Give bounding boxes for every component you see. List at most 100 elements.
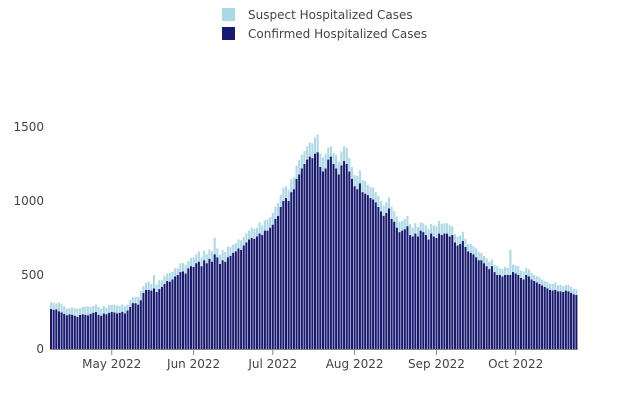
bar-confirmed[interactable] [395, 227, 398, 349]
bar-confirmed[interactable] [393, 221, 396, 349]
bar-suspect[interactable] [572, 289, 575, 295]
bar-suspect[interactable] [556, 285, 559, 292]
bar-confirmed[interactable] [319, 166, 322, 349]
bar-suspect[interactable] [200, 257, 203, 267]
bar-suspect[interactable] [535, 276, 538, 283]
bar-confirmed[interactable] [253, 238, 256, 349]
bar-suspect[interactable] [50, 302, 53, 310]
bar-confirmed[interactable] [409, 235, 412, 349]
bar-suspect[interactable] [306, 146, 309, 160]
bar-suspect[interactable] [475, 248, 478, 258]
bar-suspect[interactable] [232, 244, 235, 253]
bar-confirmed[interactable] [234, 251, 237, 349]
bar-confirmed[interactable] [184, 273, 187, 349]
bar-suspect[interactable] [411, 227, 414, 237]
bar-suspect[interactable] [118, 306, 121, 313]
bar-suspect[interactable] [541, 279, 544, 286]
bar-confirmed[interactable] [456, 245, 459, 349]
bar-confirmed[interactable] [255, 236, 258, 349]
bar-confirmed[interactable] [345, 164, 348, 349]
bar-suspect[interactable] [512, 264, 515, 273]
bar-suspect[interactable] [514, 265, 517, 274]
bar-suspect[interactable] [110, 304, 113, 312]
bar-confirmed[interactable] [142, 292, 145, 349]
bar-confirmed[interactable] [94, 312, 97, 349]
bar-confirmed[interactable] [292, 189, 295, 349]
bar-confirmed[interactable] [89, 313, 92, 349]
bar-confirmed[interactable] [496, 275, 499, 349]
bar-suspect[interactable] [350, 166, 354, 179]
bar-suspect[interactable] [562, 286, 565, 293]
bar-confirmed[interactable] [311, 158, 314, 349]
bar-confirmed[interactable] [213, 254, 216, 349]
bar-confirmed[interactable] [174, 276, 177, 349]
bar-confirmed[interactable] [316, 152, 319, 349]
bar-suspect[interactable] [187, 260, 190, 269]
bar-suspect[interactable] [488, 261, 491, 270]
bar-suspect[interactable] [517, 266, 520, 275]
bar-confirmed[interactable] [440, 235, 443, 349]
bar-suspect[interactable] [248, 230, 251, 240]
bar-confirmed[interactable] [467, 251, 470, 349]
bar-suspect[interactable] [332, 152, 335, 164]
bar-suspect[interactable] [105, 307, 108, 315]
bar-confirmed[interactable] [517, 275, 520, 349]
bar-suspect[interactable] [208, 249, 211, 259]
bar-suspect[interactable] [287, 189, 290, 201]
bar-confirmed[interactable] [284, 198, 288, 349]
bar-suspect[interactable] [490, 259, 493, 267]
bar-suspect[interactable] [292, 177, 295, 190]
bar-confirmed[interactable] [548, 289, 552, 349]
bar-confirmed[interactable] [551, 290, 554, 349]
bar-confirmed[interactable] [522, 279, 525, 349]
bar-suspect[interactable] [84, 306, 87, 315]
bar-suspect[interactable] [509, 249, 512, 275]
bar-suspect[interactable] [258, 222, 261, 234]
bar-suspect[interactable] [451, 226, 454, 236]
bar-confirmed[interactable] [572, 294, 575, 349]
bar-suspect[interactable] [477, 252, 480, 261]
bar-confirmed[interactable] [498, 275, 501, 349]
bar-suspect[interactable] [319, 153, 322, 167]
bar-confirmed[interactable] [321, 171, 324, 349]
bar-confirmed[interactable] [290, 192, 293, 349]
bar-confirmed[interactable] [218, 263, 222, 349]
bar-suspect[interactable] [570, 286, 573, 293]
bar-suspect[interactable] [356, 175, 359, 190]
bar-suspect[interactable] [414, 223, 417, 234]
bar-suspect[interactable] [464, 238, 467, 247]
bar-confirmed[interactable] [361, 192, 364, 349]
bar-suspect[interactable] [221, 249, 224, 261]
legend-item-confirmed[interactable]: Confirmed Hospitalized Cases [222, 27, 427, 41]
bar-suspect[interactable] [240, 240, 243, 250]
bar-suspect[interactable] [504, 266, 507, 275]
bar-confirmed[interactable] [102, 313, 105, 349]
bar-confirmed[interactable] [570, 292, 573, 349]
bar-confirmed[interactable] [446, 233, 449, 349]
bar-suspect[interactable] [147, 281, 150, 290]
bar-suspect[interactable] [242, 236, 245, 246]
bar-confirmed[interactable] [226, 257, 229, 349]
bar-confirmed[interactable] [60, 312, 63, 349]
bar-confirmed[interactable] [353, 186, 356, 349]
bar-confirmed[interactable] [348, 171, 351, 349]
bar-suspect[interactable] [176, 268, 179, 275]
bar-suspect[interactable] [205, 254, 208, 264]
bar-suspect[interactable] [226, 246, 229, 258]
bar-suspect[interactable] [76, 308, 79, 317]
bar-confirmed[interactable] [541, 285, 544, 349]
bar-suspect[interactable] [448, 225, 451, 237]
bar-confirmed[interactable] [131, 303, 134, 349]
bar-confirmed[interactable] [475, 257, 478, 349]
bar-suspect[interactable] [263, 220, 266, 231]
bar-suspect[interactable] [311, 143, 314, 159]
bar-suspect[interactable] [548, 283, 552, 290]
bar-confirmed[interactable] [86, 315, 90, 349]
bar-suspect[interactable] [435, 226, 438, 238]
bar-confirmed[interactable] [229, 255, 232, 349]
bar-suspect[interactable] [126, 304, 129, 311]
bar-suspect[interactable] [211, 251, 214, 262]
bar-suspect[interactable] [213, 238, 216, 255]
bar-confirmed[interactable] [137, 304, 140, 349]
bar-suspect[interactable] [229, 246, 232, 256]
